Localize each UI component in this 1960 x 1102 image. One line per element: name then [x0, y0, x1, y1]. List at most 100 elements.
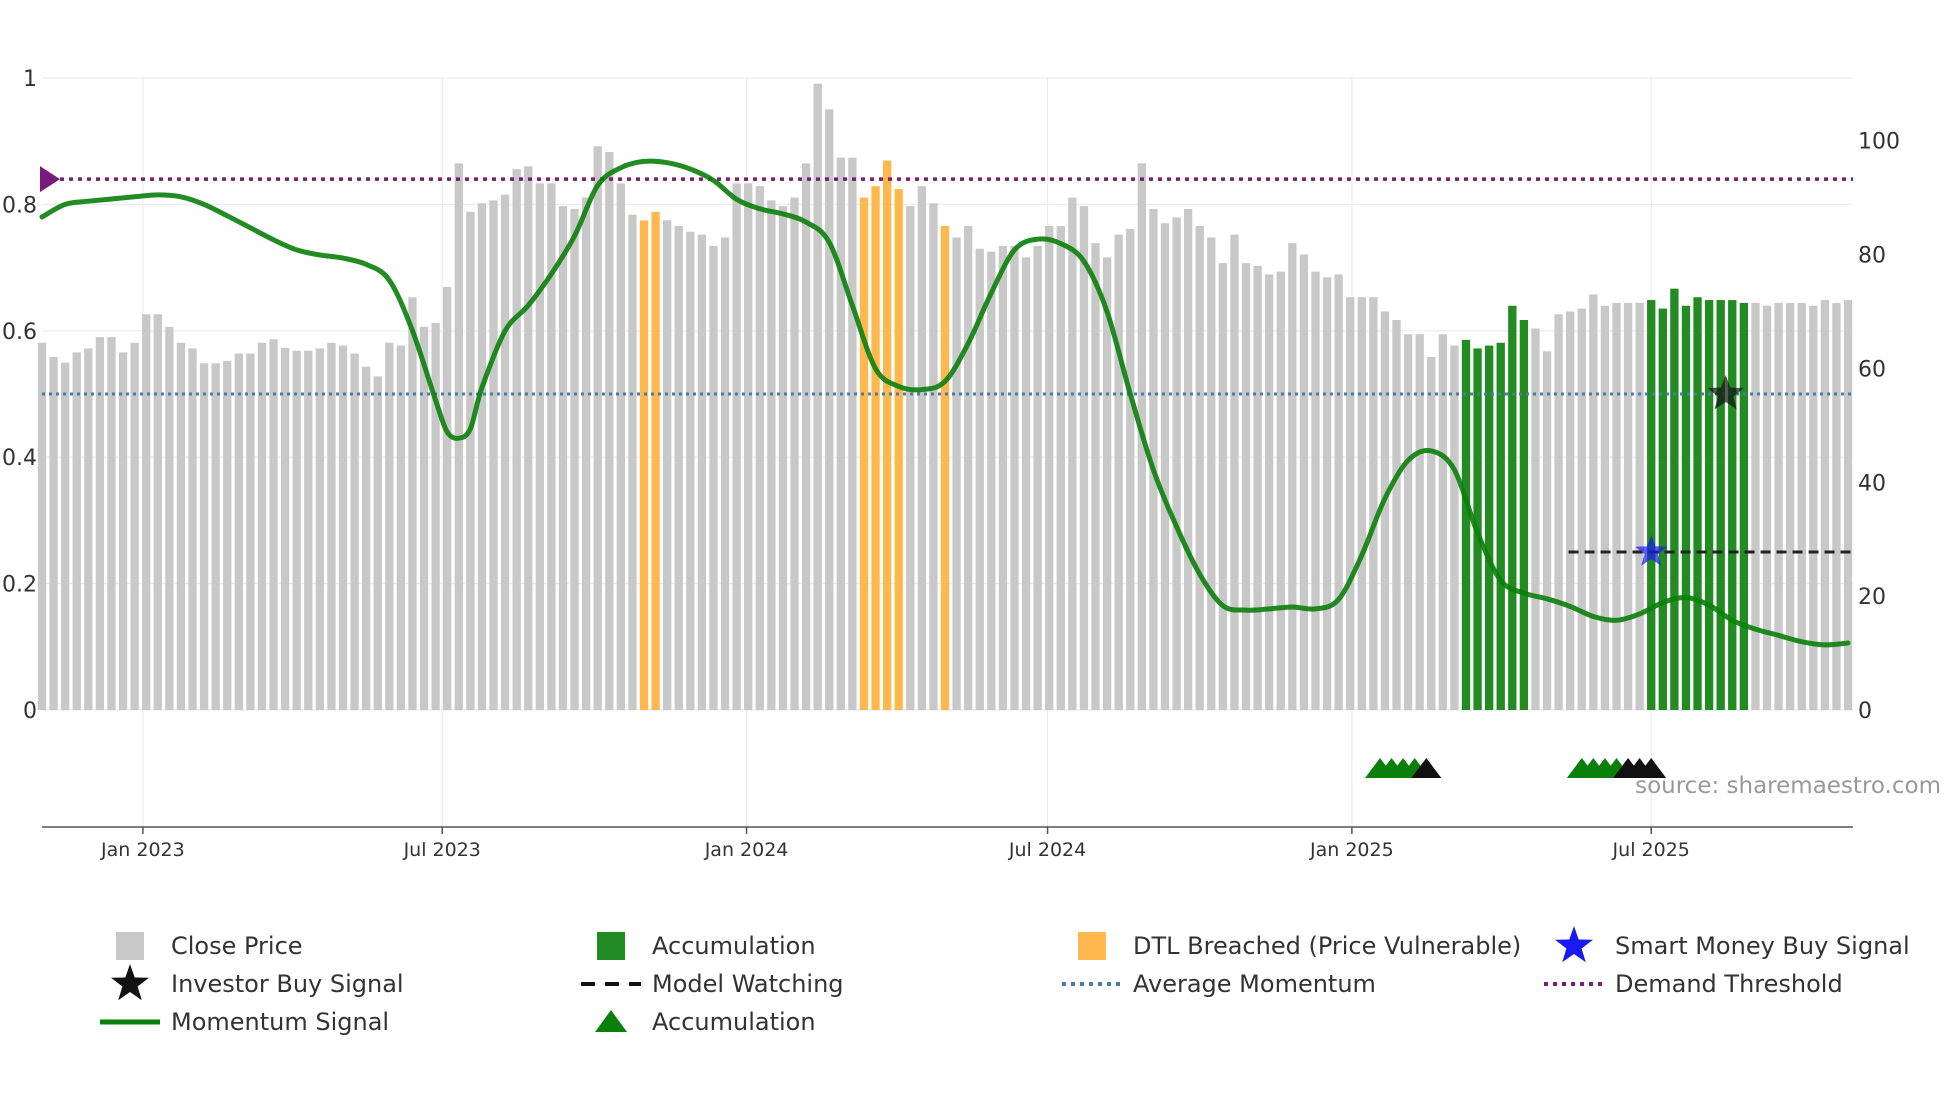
close-price-bar: [223, 360, 232, 710]
close-price-bar: [1403, 334, 1413, 710]
legend-item: Smart Money Buy Signal: [1555, 926, 1910, 963]
legend-label: Average Momentum: [1133, 970, 1376, 998]
right-tick-label: 100: [1858, 130, 1900, 155]
close-price-bar: [1183, 208, 1193, 710]
close-price-bar: [1577, 308, 1586, 710]
close-price-bar: [1531, 328, 1540, 710]
close-price-bar: [246, 353, 255, 710]
close-price-bar: [176, 342, 186, 710]
close-price-bar: [581, 197, 591, 710]
close-price-bar: [558, 206, 568, 711]
legend-item: Average Momentum: [1062, 970, 1376, 998]
left-tick-label: 1: [23, 67, 37, 92]
close-price-bar: [524, 166, 533, 710]
close-price-bar: [165, 326, 174, 710]
close-price-bar: [674, 226, 683, 711]
close-price-bar: [1091, 243, 1100, 710]
close-price-bar: [1751, 302, 1760, 710]
accumulation-bar: [1461, 339, 1471, 710]
close-price-bar: [1218, 263, 1228, 710]
close-price-bar: [593, 146, 602, 710]
close-price-bar: [142, 314, 151, 710]
close-price-bar: [1033, 245, 1042, 710]
axes: Jan 2023 Jul 2023 Jan 2024 Jul 2024 Jan 2025…: [2, 67, 1900, 861]
x-tick-label: Jul 2024: [1008, 839, 1086, 861]
close-price-bar: [1623, 302, 1633, 710]
close-price-bar: [790, 197, 799, 710]
legend-swatch-close-price: [116, 932, 144, 960]
legend-triangle-icon: [595, 1010, 627, 1032]
close-price-bar: [1600, 305, 1610, 710]
legend-item: Momentum Signal: [100, 1008, 389, 1036]
legend-item: Demand Threshold: [1544, 970, 1843, 998]
dtl-breached-bar: [651, 211, 660, 711]
close-price-bar: [1241, 263, 1251, 710]
x-tick-label: Jan 2025: [1309, 839, 1394, 861]
legend-label: Close Price: [171, 932, 303, 960]
close-price-bar: [778, 206, 788, 711]
close-price-bar: [1797, 302, 1806, 710]
close-price-bar: [373, 376, 382, 710]
source-label: source: sharemaestro.com: [1635, 773, 1941, 799]
dtl-breached-bar: [639, 220, 649, 710]
momentum-signal-line: [39, 158, 1851, 648]
legend-swatch-accumulation: [597, 932, 625, 960]
legend-label: Accumulation: [652, 932, 816, 960]
close-price-bar: [1774, 302, 1783, 710]
close-price-bar: [1762, 305, 1772, 710]
close-price-bar: [49, 356, 58, 710]
close-price-bar: [1068, 197, 1077, 710]
close-price-bar: [1589, 294, 1598, 710]
close-price-bar: [1010, 245, 1019, 710]
close-price-bar: [709, 245, 718, 710]
close-price-bar: [732, 183, 741, 710]
close-price-bar: [107, 337, 116, 710]
legend-label: Momentum Signal: [171, 1008, 389, 1036]
legend-label: Investor Buy Signal: [171, 970, 404, 998]
close-price-bar: [385, 342, 394, 710]
close-price-bar: [1809, 305, 1818, 710]
close-price-bar: [1612, 302, 1621, 710]
close-price-bar: [1415, 334, 1424, 710]
close-price-bar: [350, 353, 359, 710]
signal-lines: [39, 158, 1853, 648]
close-price-bar: [1357, 297, 1366, 710]
close-price-bar: [744, 183, 753, 710]
close-price-bar: [720, 237, 730, 711]
accumulation-marker-black: [1411, 758, 1442, 778]
legend-label: Model Watching: [652, 970, 844, 998]
close-price-bar: [1369, 297, 1378, 710]
close-price-bar: [616, 183, 626, 710]
close-price-bar: [755, 186, 764, 710]
legend-item: Model Watching: [581, 970, 844, 998]
legend-label: Accumulation: [652, 1008, 816, 1036]
close-price-bar: [419, 326, 429, 710]
right-tick-label: 40: [1858, 471, 1886, 496]
legend: Close Price Accumulation DTL Breached (Pri…: [100, 926, 1910, 1036]
close-price-bar: [605, 152, 614, 710]
close-price-bar: [663, 220, 672, 710]
close-price-bar: [1056, 226, 1065, 711]
close-price-bar: [1322, 277, 1332, 710]
accumulation-marker-black: [1636, 758, 1667, 778]
dtl-breached-bar: [940, 226, 950, 711]
close-price-bar: [60, 362, 70, 710]
close-price-bar: [1438, 334, 1448, 710]
close-price-bar: [408, 297, 417, 710]
left-tick-label: 0.2: [2, 573, 37, 598]
close-price-bar: [628, 214, 637, 710]
close-price-bar: [72, 352, 81, 710]
accumulation-bar: [1519, 319, 1529, 710]
close-price-bar: [975, 248, 984, 710]
close-price-bar: [338, 345, 348, 710]
close-price-bar: [686, 231, 695, 711]
legend-star-icon: [111, 964, 149, 1001]
close-price-bar: [1843, 300, 1853, 710]
close-price-bar: [1149, 208, 1158, 710]
close-price-bar: [361, 366, 371, 710]
close-price-bar: [1311, 271, 1320, 710]
legend-star-icon: [1555, 926, 1593, 963]
right-tick-label: 80: [1858, 244, 1886, 269]
x-tick-label: Jan 2023: [100, 839, 185, 861]
close-price-bar: [292, 350, 301, 710]
